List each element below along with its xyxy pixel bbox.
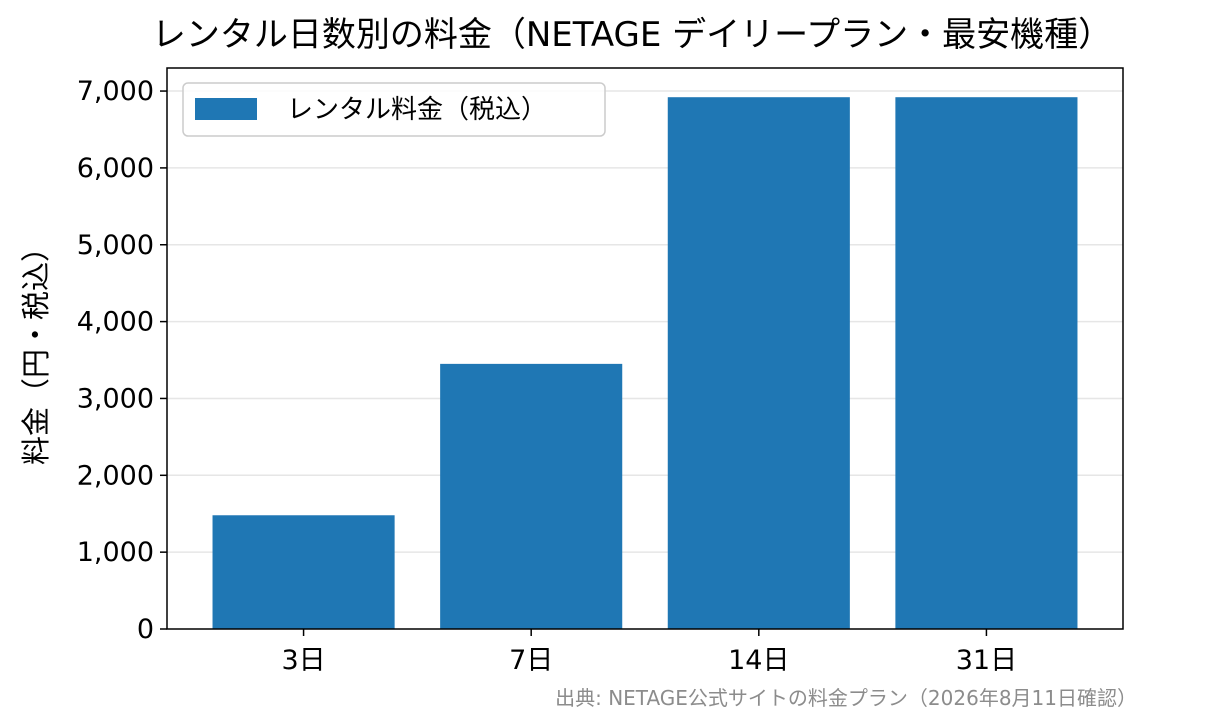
x-tick-label: 3日 — [281, 645, 325, 676]
x-tick-label: 31日 — [956, 645, 1017, 676]
y-axis-label: 料金（円・税込） — [19, 233, 53, 465]
y-tick-label: 0 — [137, 614, 154, 645]
bar-1 — [212, 515, 395, 629]
bars — [212, 97, 1078, 629]
legend-box — [182, 82, 606, 137]
y-tick-label: 2,000 — [77, 460, 154, 491]
x-axis-ticks: 3日 7日 14日 31日 — [281, 629, 1017, 676]
source-note: 出典: NETAGE公式サイトの料金プラン（2026年8月11日確認） — [555, 686, 1137, 710]
legend-label: レンタル料金（税込） — [287, 95, 547, 125]
y-tick-label: 1,000 — [77, 537, 154, 568]
x-tick-label: 14日 — [728, 645, 789, 676]
y-tick-label: 6,000 — [77, 153, 154, 184]
bar-2 — [440, 363, 623, 629]
y-tick-label: 5,000 — [77, 230, 154, 261]
legend: レンタル料金（税込） — [182, 82, 606, 137]
y-tick-label: 7,000 — [77, 76, 154, 107]
plot-frame — [166, 67, 1124, 630]
bar-3 — [667, 97, 850, 629]
y-axis-ticks: 0 1,000 2,000 3,000 4,000 5,000 6,000 7,000 — [77, 76, 167, 645]
x-tick-label: 7日 — [509, 645, 553, 676]
legend-swatch — [195, 98, 257, 120]
chart-title: レンタル日数別の料金（NETAGE デイリープラン・最安機種） — [152, 15, 1112, 55]
y-tick-label: 4,000 — [77, 307, 154, 338]
bar-4 — [895, 97, 1078, 629]
y-tick-label: 3,000 — [77, 383, 154, 414]
